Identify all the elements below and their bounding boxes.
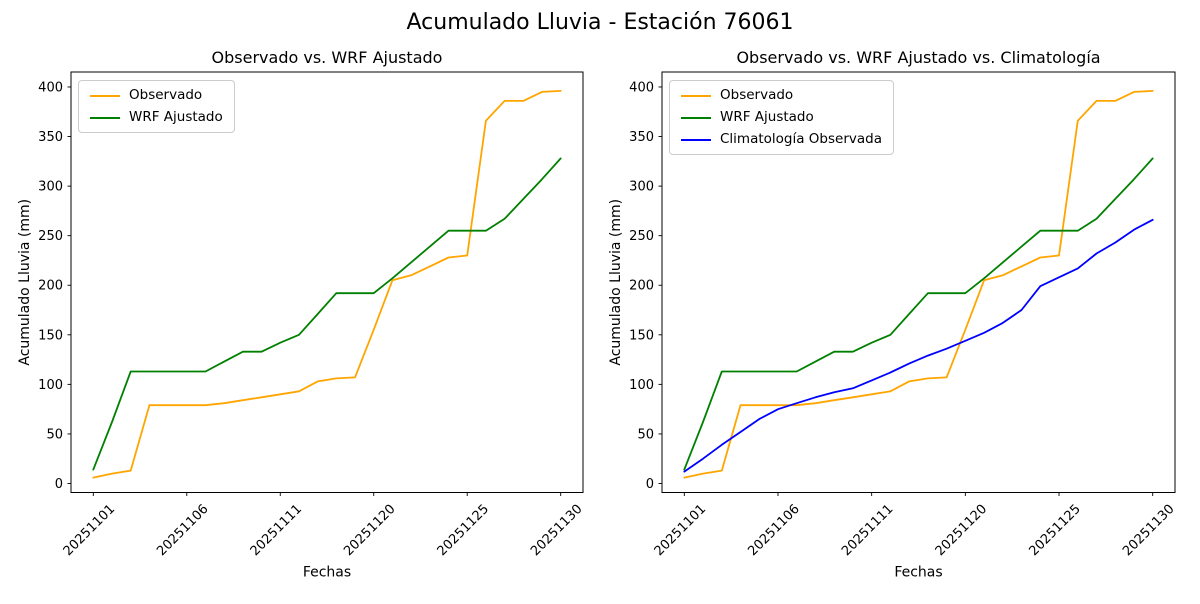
y-tick-label: 0 <box>646 477 654 492</box>
legend-line-swatch-wrf-ajustado <box>90 116 120 119</box>
x-tick-label: 20251111 <box>248 502 305 559</box>
legend-entry-observado: Observado <box>681 87 882 104</box>
y-tick-label: 350 <box>38 130 63 145</box>
x-tick-label: 20251101 <box>652 502 709 559</box>
legend-entry-climatologia-observada: Climatología Observada <box>681 131 882 148</box>
legend-line-swatch-observado <box>90 94 120 97</box>
axes-frame <box>661 71 1176 493</box>
subplot-title: Observado vs. WRF Ajustado <box>212 48 443 67</box>
legend-entry-wrf-ajustado: WRF Ajustado <box>90 109 223 126</box>
legend-label: WRF Ajustado <box>129 109 223 125</box>
y-tick-label: 300 <box>629 180 654 195</box>
y-tick-label: 200 <box>38 279 63 294</box>
y-tick-label: 250 <box>629 229 654 244</box>
x-axis-label: Fechas <box>303 565 351 581</box>
series-line-climatologia-observada <box>683 218 1154 473</box>
series-line-wrf-ajustado <box>92 157 562 471</box>
x-tick-label: 20251106 <box>154 502 211 559</box>
legend-label: Climatología Observada <box>720 131 882 147</box>
y-tick-label: 200 <box>629 279 654 294</box>
x-tick-label: 20251125 <box>1026 502 1083 559</box>
y-tick-label: 400 <box>38 80 63 95</box>
y-tick-label: 400 <box>629 80 654 95</box>
series-line-observado <box>683 90 1154 479</box>
series-line-wrf-ajustado <box>683 157 1154 471</box>
legend-left-chart: Observado WRF Ajustado <box>78 80 235 133</box>
legend-entry-observado: Observado <box>90 87 223 104</box>
x-tick-label: 20251130 <box>1120 502 1177 559</box>
legend-line-swatch-wrf-ajustado <box>681 116 711 119</box>
y-tick-label: 350 <box>629 130 654 145</box>
y-tick-label: 100 <box>629 378 654 393</box>
y-tick-label: 250 <box>38 229 63 244</box>
axes-frame <box>70 71 584 493</box>
x-tick-label: 20251106 <box>745 502 802 559</box>
series-line-observado <box>92 90 562 479</box>
legend-line-swatch-climatologia-observada <box>681 138 711 141</box>
y-tick-label: 0 <box>55 477 63 492</box>
legend-line-swatch-observado <box>681 94 711 97</box>
x-tick-label: 20251125 <box>435 502 492 559</box>
y-tick-label: 100 <box>38 378 63 393</box>
subplot-title: Observado vs. WRF Ajustado vs. Climatolo… <box>736 48 1100 67</box>
legend-label: Observado <box>129 87 203 103</box>
x-tick-label: 20251120 <box>341 502 398 559</box>
y-tick-label: 150 <box>629 328 654 343</box>
x-tick-label: 20251120 <box>933 502 990 559</box>
x-axis-label: Fechas <box>894 565 942 581</box>
y-tick-label: 150 <box>38 328 63 343</box>
x-tick-label: 20251101 <box>61 502 118 559</box>
legend-label: Observado <box>720 87 794 103</box>
legend-right-chart: Observado WRF Ajustado Climatología Observ… <box>669 80 894 155</box>
legend-label: WRF Ajustado <box>720 109 814 125</box>
legend-entry-wrf-ajustado: WRF Ajustado <box>681 109 882 126</box>
x-tick-label: 20251130 <box>528 502 585 559</box>
y-tick-label: 300 <box>38 180 63 195</box>
x-tick-label: 20251111 <box>839 502 896 559</box>
y-axis-label: Acumulado Lluvia (mm) <box>608 199 624 366</box>
y-axis-label: Acumulado Lluvia (mm) <box>17 199 33 366</box>
y-tick-label: 50 <box>46 427 63 442</box>
figure-suptitle: Acumulado Lluvia - Estación 76061 <box>406 10 794 35</box>
y-tick-label: 50 <box>637 427 654 442</box>
